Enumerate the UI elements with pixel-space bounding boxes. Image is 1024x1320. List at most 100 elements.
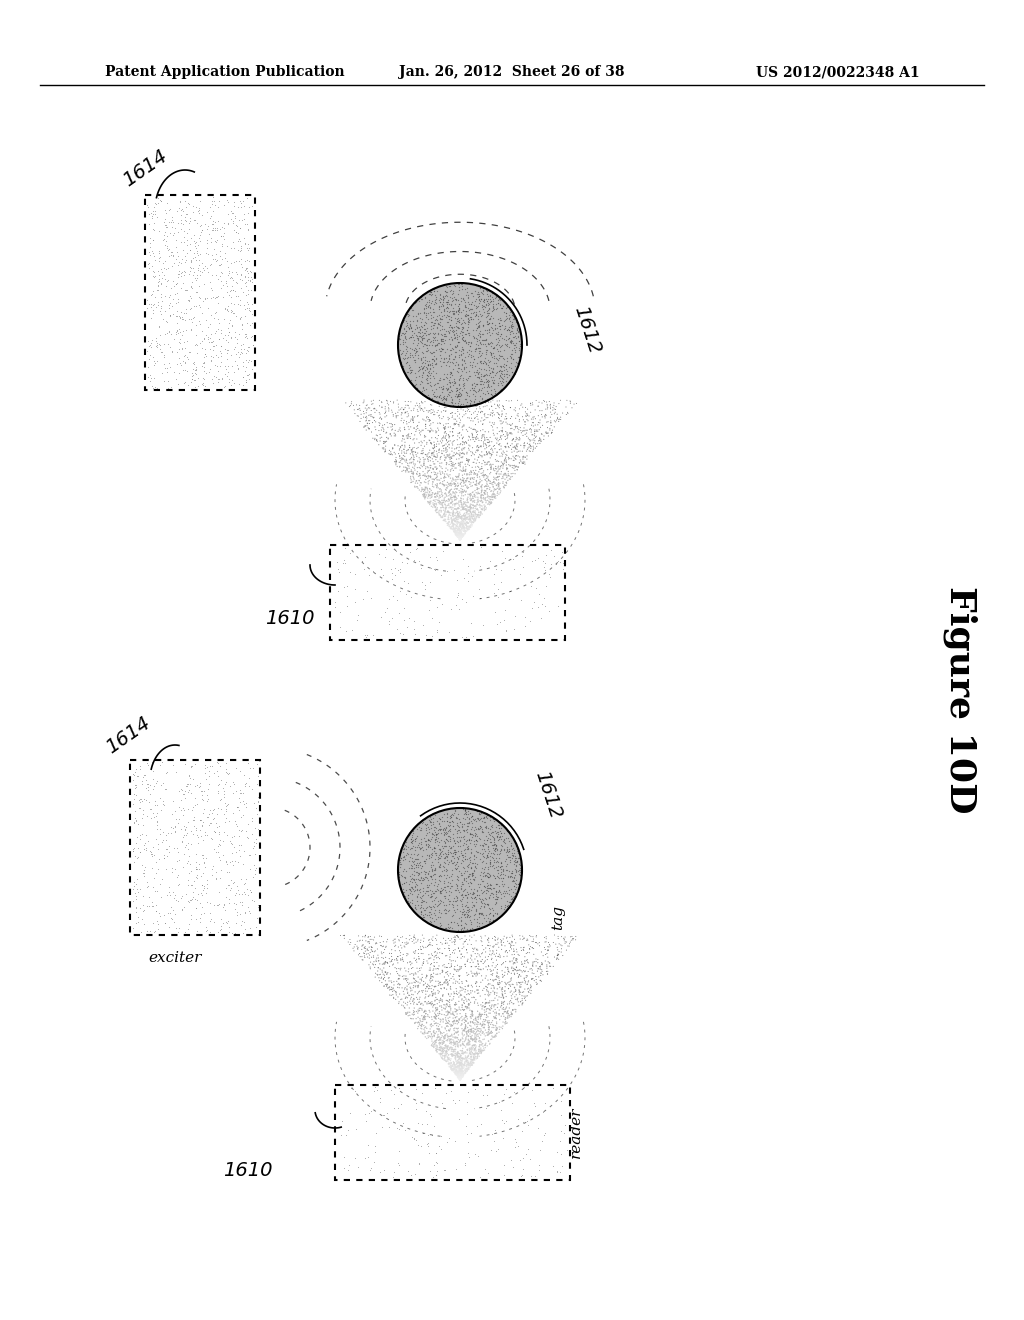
Point <box>508 312 524 333</box>
Point <box>449 1034 465 1055</box>
Point <box>482 379 499 400</box>
Point <box>507 457 523 478</box>
Point <box>504 391 520 412</box>
Point <box>457 331 473 352</box>
Point <box>487 834 504 855</box>
Point <box>479 459 496 480</box>
Point <box>493 457 509 478</box>
Point <box>419 292 435 313</box>
Point <box>449 1011 465 1032</box>
Point <box>472 1005 488 1026</box>
Point <box>456 524 472 545</box>
Point <box>427 832 443 853</box>
Point <box>494 1006 510 1027</box>
Point <box>453 308 469 329</box>
Point <box>464 1003 480 1024</box>
Point <box>463 1052 479 1073</box>
Point <box>208 345 224 366</box>
Point <box>481 1016 498 1038</box>
Point <box>527 1096 544 1117</box>
Point <box>231 249 248 271</box>
Point <box>427 462 443 483</box>
Point <box>452 523 468 544</box>
Point <box>397 977 414 998</box>
Point <box>454 1067 470 1088</box>
Point <box>474 880 490 902</box>
Point <box>349 939 366 960</box>
Point <box>431 1032 447 1053</box>
Point <box>427 352 443 374</box>
Point <box>418 368 434 389</box>
Point <box>431 387 447 408</box>
Point <box>452 1067 468 1088</box>
Point <box>514 1121 530 1142</box>
Point <box>159 846 175 867</box>
Point <box>443 447 460 469</box>
Point <box>456 903 472 924</box>
Point <box>503 358 519 379</box>
Point <box>564 929 581 950</box>
Point <box>454 494 470 515</box>
Point <box>419 977 435 998</box>
Point <box>428 488 444 510</box>
Point <box>384 420 400 441</box>
Point <box>421 948 437 969</box>
Point <box>462 1031 478 1052</box>
Point <box>475 352 492 374</box>
Point <box>439 446 456 467</box>
Point <box>469 1016 485 1038</box>
Point <box>452 422 468 444</box>
Point <box>438 1016 455 1038</box>
Point <box>453 1064 469 1085</box>
Point <box>438 502 455 523</box>
Point <box>452 317 468 338</box>
Point <box>443 282 460 304</box>
Point <box>475 330 492 351</box>
Point <box>424 981 440 1002</box>
Point <box>450 317 466 338</box>
Point <box>479 281 496 302</box>
Point <box>392 974 409 995</box>
Point <box>473 479 489 500</box>
Point <box>223 301 240 322</box>
Point <box>450 527 466 548</box>
Point <box>502 993 518 1014</box>
Point <box>494 451 510 473</box>
Point <box>455 946 471 968</box>
Point <box>160 822 176 843</box>
Point <box>485 851 502 873</box>
Point <box>425 1036 441 1057</box>
Point <box>221 892 238 913</box>
Point <box>442 517 459 539</box>
Point <box>453 1068 469 1089</box>
Point <box>456 917 472 939</box>
Point <box>386 974 402 995</box>
Point <box>545 956 561 977</box>
Point <box>488 933 505 954</box>
Point <box>418 473 434 494</box>
Point <box>217 899 233 920</box>
Point <box>461 312 477 333</box>
Point <box>358 624 375 645</box>
Point <box>396 866 413 887</box>
Point <box>417 991 433 1012</box>
Point <box>244 195 260 216</box>
Point <box>452 1010 468 1031</box>
Point <box>442 808 459 829</box>
Point <box>431 907 447 928</box>
Point <box>175 351 191 372</box>
Point <box>453 1035 469 1056</box>
Point <box>496 925 512 946</box>
Point <box>217 298 233 319</box>
Point <box>452 1055 468 1076</box>
Point <box>482 292 499 313</box>
Point <box>171 329 187 350</box>
Point <box>460 317 476 338</box>
Point <box>452 1067 468 1088</box>
Point <box>455 393 471 414</box>
Point <box>464 1041 480 1063</box>
Point <box>223 201 240 222</box>
Point <box>481 911 498 932</box>
Point <box>446 1032 463 1053</box>
Point <box>421 400 437 421</box>
